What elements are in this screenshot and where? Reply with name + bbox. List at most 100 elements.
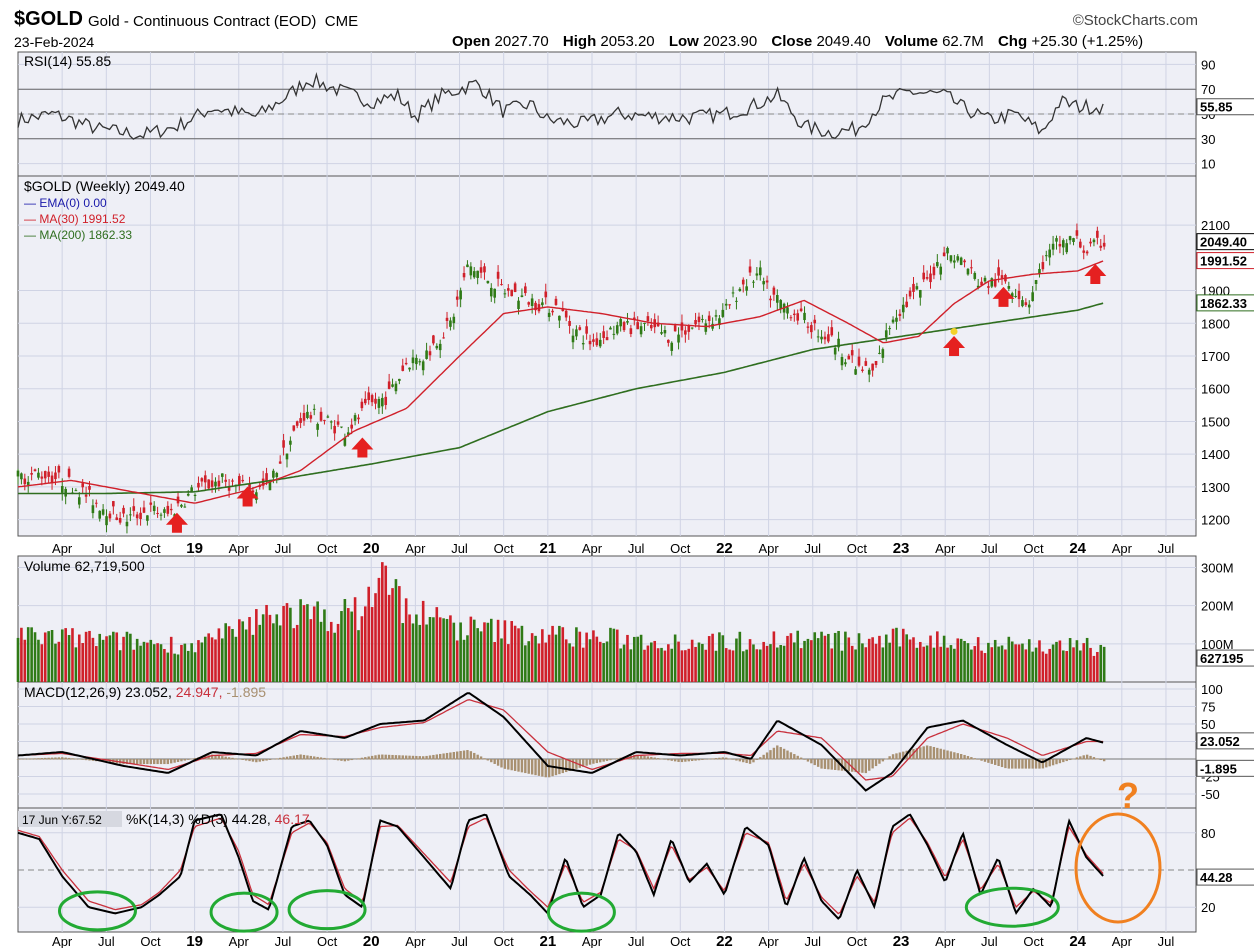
macd-histogram-bar — [33, 758, 37, 760]
stoch-last-value-box — [1196, 868, 1254, 886]
macd-histogram-bar — [902, 751, 905, 760]
macd-histogram-bar — [299, 754, 302, 760]
macd-histogram-bar — [217, 755, 221, 760]
volume-bar — [302, 605, 306, 682]
candle-body — [745, 286, 748, 291]
macd-histogram-bar — [50, 757, 54, 760]
candle-body — [626, 321, 629, 323]
macd-histogram-bar — [139, 759, 142, 765]
volume-bar — [605, 641, 609, 682]
volume-bar — [20, 627, 23, 682]
candle-body — [500, 284, 503, 286]
macd-histogram-bar — [646, 756, 650, 760]
macd-histogram-bar — [779, 747, 782, 760]
volume-bar — [520, 625, 524, 682]
candle-body — [728, 304, 731, 306]
candle-body — [598, 339, 602, 347]
candle-body — [949, 255, 953, 262]
macd-histogram-bar — [170, 759, 173, 764]
macd-histogram-bar — [221, 756, 224, 760]
volume-bar — [912, 637, 915, 682]
candle-body — [541, 302, 544, 306]
candle-body — [220, 473, 224, 477]
volume-bar — [884, 634, 888, 682]
macd-histogram-bar — [340, 759, 343, 761]
macd-histogram-bar — [343, 759, 347, 762]
y-tick-label: 70 — [1201, 82, 1215, 97]
macd-histogram-bar — [1004, 759, 1007, 769]
macd-histogram-bar — [476, 754, 479, 760]
volume-bar — [901, 628, 905, 682]
candle-body — [466, 264, 469, 268]
volume-bar — [939, 646, 943, 682]
volume-bar — [1062, 650, 1065, 682]
candle-body — [241, 479, 245, 482]
volume-bar — [108, 635, 112, 682]
candle-body — [421, 361, 425, 371]
candle-body — [489, 287, 493, 297]
macd-histogram-bar — [231, 757, 234, 760]
candle-body — [973, 272, 977, 279]
support-arrow — [351, 437, 374, 458]
candle-body — [278, 461, 282, 464]
macd-histogram-bar — [500, 759, 503, 768]
candle-body — [353, 415, 357, 421]
volume-bar — [895, 627, 898, 682]
candle-body — [741, 279, 745, 285]
volume-bar — [231, 629, 234, 682]
candle-body — [544, 291, 548, 298]
support-arrow — [943, 336, 966, 356]
volume-bar — [118, 650, 122, 682]
candle-body — [152, 505, 156, 511]
x-tick-label-bottom: Jul — [451, 934, 468, 948]
macd-histogram-bar — [735, 759, 738, 761]
y-tick-label: 1200 — [1201, 513, 1230, 528]
candle-body — [639, 326, 643, 335]
x-tick-label: Jul — [628, 541, 645, 556]
macd-histogram-bar — [374, 755, 377, 760]
volume-bar — [1092, 655, 1096, 682]
candle-body — [622, 322, 626, 331]
macd-histogram-bar — [929, 746, 932, 760]
volume-bar — [534, 635, 537, 682]
oversold-ellipse — [209, 891, 279, 933]
volume-bar — [636, 636, 639, 682]
candle-body — [156, 512, 159, 514]
macd-histogram-bar — [881, 759, 885, 762]
volume-bar — [442, 618, 445, 682]
volume-bar — [803, 640, 806, 682]
volume-bar — [541, 629, 544, 682]
macd-histogram-bar — [527, 759, 530, 774]
volume-bar — [234, 636, 238, 682]
volume-bar — [346, 608, 350, 682]
macd-histogram-bar — [268, 759, 272, 760]
macd-histogram-bar — [919, 747, 922, 760]
macd-histogram-bar — [258, 759, 261, 762]
macd-histogram-bar — [1099, 759, 1102, 761]
volume-bar — [735, 638, 738, 682]
candle-body — [268, 482, 272, 491]
candle-body — [602, 331, 605, 338]
macd-histogram-bar — [364, 757, 367, 760]
volume-bar — [561, 627, 565, 682]
candle-body — [275, 472, 279, 478]
volume-bar — [1021, 643, 1024, 682]
candle-body — [1041, 262, 1045, 270]
candle-body — [1027, 304, 1031, 308]
candle-body — [660, 332, 663, 334]
volume-bar — [265, 604, 268, 682]
volume-bar — [47, 631, 50, 682]
volume-bar — [139, 645, 142, 682]
macd-histogram-bar — [415, 755, 418, 760]
volume-bar — [176, 654, 180, 682]
volume-bar — [312, 606, 316, 682]
macd-histogram-bar — [483, 758, 486, 760]
volume-bar — [612, 628, 616, 682]
macd-histogram-bar — [289, 756, 292, 760]
x-tick-label: Jul — [804, 541, 821, 556]
macd-histogram-bar — [234, 758, 238, 760]
macd-histogram-bar — [738, 759, 742, 762]
volume-bar — [823, 635, 827, 682]
macd-histogram-bar — [486, 759, 490, 761]
